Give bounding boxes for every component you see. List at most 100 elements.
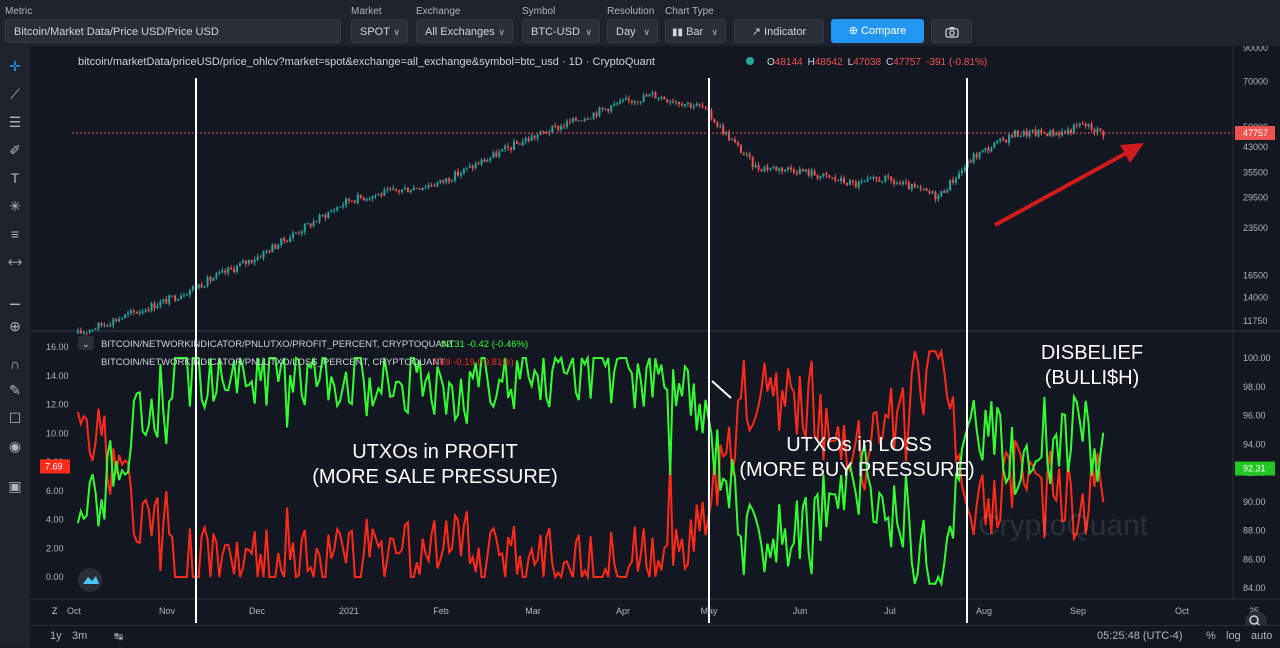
candle-body	[504, 146, 507, 150]
time-zone-toggle[interactable]: Z	[52, 606, 58, 616]
candle-body	[692, 106, 695, 108]
candle-body	[448, 178, 451, 182]
candle-body	[147, 309, 150, 311]
loss-axis-tick: 12.00	[46, 400, 69, 410]
candle-body	[309, 223, 312, 227]
candle-body	[904, 181, 907, 183]
candle-body	[651, 92, 654, 95]
time-axis-tick: 2021	[339, 606, 359, 616]
candle-body	[265, 250, 268, 252]
profit-annotation-line1: UTXOs in PROFIT	[352, 441, 518, 463]
resolution-select[interactable]: Day ∨	[607, 19, 658, 43]
candle-body	[507, 146, 510, 148]
candle-body	[1028, 131, 1031, 137]
candle-body	[333, 210, 336, 212]
chart-type-select[interactable]: ▮▮ Bar ∨	[665, 19, 726, 43]
lock-icon[interactable]: ☐	[8, 410, 22, 426]
candle-body	[574, 117, 577, 121]
lock-draw-icon[interactable]: ✎	[9, 382, 21, 398]
price-series-title: bitcoin/marketData/priceUSD/price_ohlcv?…	[78, 56, 655, 68]
time-axis-tick: 25	[1249, 606, 1259, 616]
trash-icon[interactable]: ▣	[8, 478, 22, 494]
symbol-select[interactable]: BTC-USD ∨	[522, 19, 600, 43]
ohlc-h-label: H	[808, 57, 815, 68]
collapse-legend-button[interactable]	[78, 336, 94, 350]
last-price-badge	[1235, 125, 1275, 140]
bottom-bar: 1y 3m ↹ 05:25:48 (UTC-4) % log auto	[30, 625, 1280, 648]
candle-body	[854, 182, 857, 187]
trend-line-icon[interactable]: ⟋	[10, 86, 20, 102]
candle-body	[642, 95, 645, 102]
market-select[interactable]: SPOT ∨	[351, 19, 408, 43]
candle-body	[545, 131, 548, 134]
pitchfork-icon[interactable]: ☰	[8, 114, 22, 130]
candle-body	[763, 167, 766, 172]
candle-body	[445, 178, 448, 183]
metric-value: Bitcoin/Market Data/Price USD/Price USD	[14, 26, 219, 38]
compare-button[interactable]: ⊕ Compare	[831, 19, 924, 43]
time-axis-tick: Oct	[67, 606, 82, 616]
candle-body	[312, 221, 315, 227]
profit-axis-tick: 90.00	[1243, 497, 1266, 507]
candle-body	[191, 286, 194, 291]
auto-toggle[interactable]: auto	[1251, 630, 1273, 642]
time-axis-tick: Jun	[793, 606, 808, 616]
eye-icon[interactable]: ◉	[8, 438, 22, 454]
crosshair-icon[interactable]: ✛	[9, 58, 21, 74]
price-and-utxo-chart[interactable]: CryptoQuant UTXOs in PROFIT (MORE SALE PRE…	[30, 46, 1280, 625]
brush-icon[interactable]: ✐	[9, 142, 21, 158]
profit-percent-line	[76, 354, 1105, 588]
profit-axis-tick: 88.00	[1243, 526, 1266, 536]
candle-body	[834, 177, 837, 180]
candle-body	[492, 152, 495, 158]
range-3m[interactable]: 3m	[72, 630, 88, 642]
metric-select[interactable]: Bitcoin/Market Data/Price USD/Price USD	[5, 19, 341, 43]
exchange-select[interactable]: All Exchanges ∨	[416, 19, 513, 43]
price-axis-tick: 14000	[1243, 293, 1268, 303]
candle-body	[283, 238, 286, 241]
candle-body	[527, 138, 530, 141]
candle-body	[963, 167, 966, 171]
indicator-icon: ↗	[751, 26, 761, 38]
candle-body	[728, 131, 731, 141]
price-axis-tick: 29500	[1243, 193, 1268, 203]
candle-body	[769, 168, 772, 170]
candle-body	[297, 232, 300, 234]
candle-body	[825, 173, 828, 175]
ruler-icon[interactable]: ⚊	[8, 292, 22, 308]
candle-body	[1046, 133, 1049, 137]
candle-body	[289, 237, 292, 242]
calendar-range-icon[interactable]: ↹	[114, 631, 124, 643]
range-1y[interactable]: 1y	[50, 630, 62, 642]
candle-body	[292, 233, 295, 238]
candle-body	[371, 195, 374, 199]
percent-toggle[interactable]: %	[1206, 630, 1216, 642]
back-arrow-icon[interactable]: 🡘	[7, 254, 23, 270]
magnet-icon[interactable]: ∩	[9, 356, 21, 372]
candle-body	[501, 149, 504, 152]
candle-body	[701, 105, 704, 107]
camera-button[interactable]	[931, 19, 972, 43]
candle-body	[253, 259, 256, 263]
log-toggle[interactable]: log	[1226, 630, 1241, 642]
candle-body	[474, 163, 477, 169]
candle-body	[177, 299, 180, 301]
candle-body	[524, 138, 527, 142]
candle-body	[739, 145, 742, 153]
indicator-button[interactable]: ↗ Indicator	[734, 19, 824, 43]
candle-body	[981, 149, 984, 153]
marker-line	[711, 380, 732, 399]
candle-body	[85, 332, 88, 334]
zoom-icon[interactable]: ⊕	[9, 318, 21, 334]
text-icon[interactable]: T	[10, 170, 20, 186]
time-axis-tick: Apr	[616, 606, 630, 616]
candle-body	[1093, 129, 1096, 133]
pattern-icon[interactable]: ✳	[9, 198, 21, 214]
candle-body	[872, 176, 875, 179]
candle-body	[91, 329, 94, 331]
fib-icon[interactable]: ≡	[10, 226, 20, 242]
candle-body	[722, 125, 725, 135]
candle-body	[79, 330, 82, 334]
candle-body	[657, 98, 660, 100]
candle-body	[648, 94, 651, 97]
